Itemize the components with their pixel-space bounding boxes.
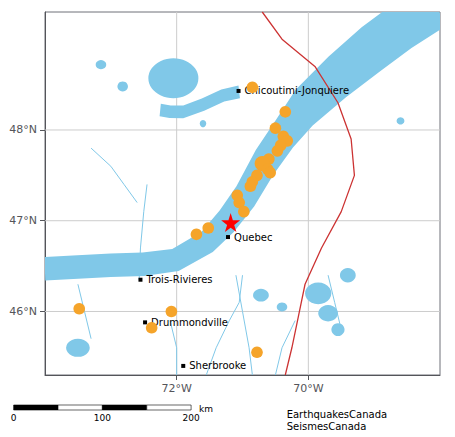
svg-text:0: 0 bbox=[11, 413, 17, 423]
svg-text:Chicoutimi-Jonquiere: Chicoutimi-Jonquiere bbox=[245, 85, 350, 96]
svg-text:Drummondville: Drummondville bbox=[151, 317, 228, 328]
svg-text:48°N: 48°N bbox=[9, 123, 37, 136]
svg-text:Trois-Rivieres: Trois-Rivieres bbox=[145, 274, 212, 285]
svg-text:200: 200 bbox=[183, 413, 200, 423]
svg-text:100: 100 bbox=[94, 413, 111, 423]
svg-text:46°N: 46°N bbox=[9, 305, 37, 318]
svg-text:Quebec: Quebec bbox=[234, 232, 272, 243]
svg-text:47°N: 47°N bbox=[9, 214, 37, 227]
svg-text:Sherbrooke: Sherbrooke bbox=[189, 360, 246, 371]
svg-text:EarthquakesCanada: EarthquakesCanada bbox=[287, 409, 387, 420]
svg-text:70°W: 70°W bbox=[293, 382, 323, 395]
svg-text:SeismesCanada: SeismesCanada bbox=[287, 421, 367, 432]
svg-text:km: km bbox=[199, 404, 213, 414]
svg-text:72°W: 72°W bbox=[161, 382, 191, 395]
